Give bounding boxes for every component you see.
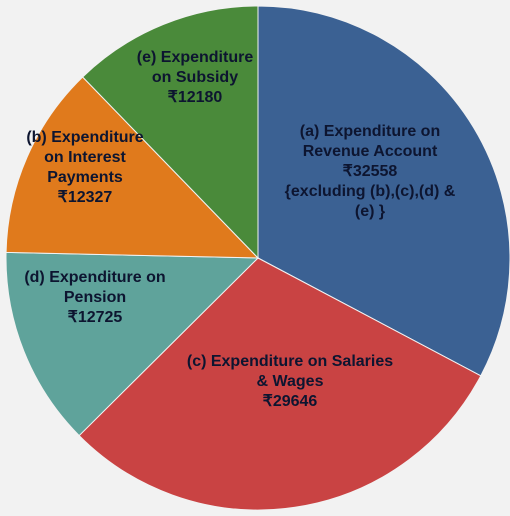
category-label: (c) Expenditure on Salaries & Wages [186,353,394,390]
slice-label: (e) Expenditure on Subsidy ₹12180 [125,48,265,108]
pie-slice [5,251,260,437]
category-label: (e) Expenditure on Subsidy [136,49,254,86]
pie-slice [5,76,260,259]
annotation: {excluding (b),(c),(d) & (e) } [284,183,456,220]
slice-label: (c) Expenditure on Salaries & Wages ₹2964… [185,352,395,412]
slice-label: (b) Expenditure on Interest Payments ₹123… [23,128,148,208]
slice-label: (a) Expenditure on Revenue Account ₹32558… [275,122,465,222]
value-label: ₹12180 [167,89,223,106]
category-label: (b) Expenditure on Interest Payments [26,129,144,186]
pie-slice [78,257,482,511]
pie-slice [81,5,259,260]
pie-slice [257,5,510,377]
value-label: ₹12327 [57,189,113,206]
value-label: ₹12725 [67,309,123,326]
value-label: ₹32558 [342,163,398,180]
category-label: (d) Expenditure on Pension [24,269,166,306]
value-label: ₹29646 [262,393,318,410]
category-label: (a) Expenditure on Revenue Account [299,123,441,160]
slice-label: (d) Expenditure on Pension ₹12725 [13,268,178,328]
